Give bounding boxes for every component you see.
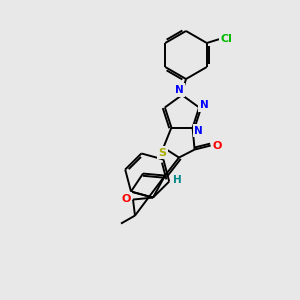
Text: N: N	[200, 100, 208, 110]
Text: H: H	[172, 175, 182, 184]
Text: Cl: Cl	[221, 34, 233, 44]
Text: N: N	[194, 126, 203, 136]
Text: O: O	[213, 141, 222, 151]
Text: S: S	[158, 148, 166, 158]
Text: O: O	[121, 194, 131, 204]
Text: N: N	[175, 85, 183, 95]
